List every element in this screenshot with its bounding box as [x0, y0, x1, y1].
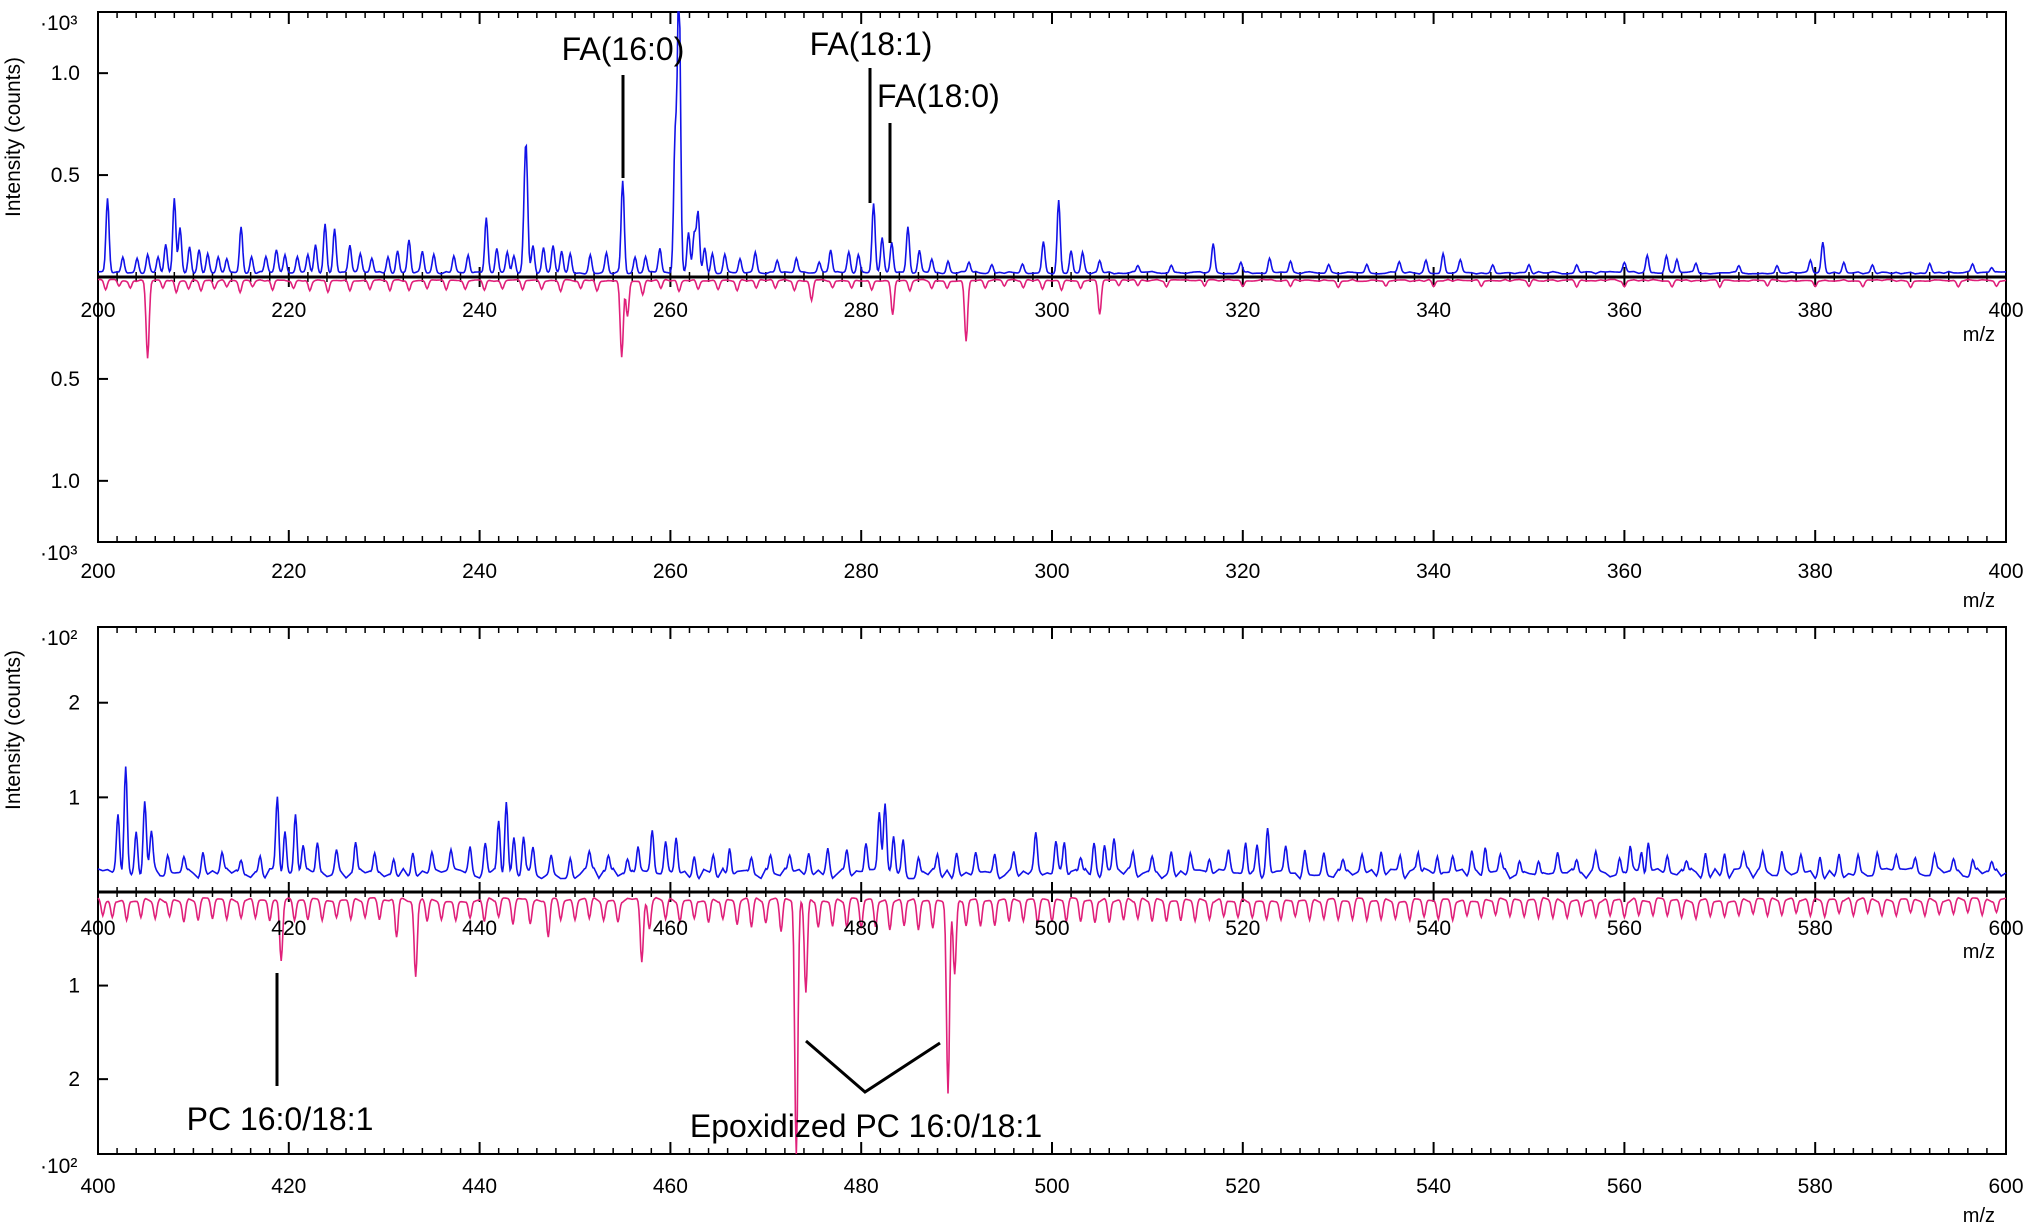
x-tick-label: 460: [653, 1175, 688, 1198]
x-tick-label: 320: [1225, 299, 1260, 322]
x-tick-label: 220: [271, 299, 306, 322]
panel1-y-tick-labels: 0.5 1.0 0.5 1.0: [51, 62, 80, 493]
x-tick-label: 480: [844, 917, 879, 940]
y-tick-label-top: 1: [68, 786, 80, 809]
x-tick-label: 440: [462, 1175, 497, 1198]
y-tick-label-top: 0.5: [51, 164, 80, 187]
x-tick-label: 520: [1225, 1175, 1260, 1198]
panel2-bottom-spectrum-line: [97, 896, 2007, 1155]
panel2-y-tick-labels: 1 2 1 2: [68, 692, 80, 1091]
panel2-mid-x-tick-labels: 400 420 440 460 480 500 520 540 560 580 600: [80, 917, 2023, 940]
x-tick-label: 200: [80, 299, 115, 322]
panel1-yscale-top-label: ·10³: [40, 12, 77, 35]
panel1-mid-x-tick-labels: 200 220 240 260 280 300 320 340 360 380 400: [80, 299, 2023, 322]
x-tick-label: 280: [844, 560, 879, 583]
x-tick-label: 400: [80, 1175, 115, 1198]
panel2-xunit-bottom: m/z: [1963, 1205, 1995, 1227]
x-tick-label: 260: [653, 299, 688, 322]
annotation-epoxidized-bracket: [805, 1039, 941, 1094]
panel2-xunit-mid: m/z: [1963, 941, 1995, 963]
annotation-epoxidized-pc: Epoxidized PC 16:0/18:1: [690, 1108, 1042, 1144]
x-tick-label: 600: [1988, 1175, 2023, 1198]
x-tick-label: 520: [1225, 917, 1260, 940]
x-tick-label: 480: [844, 1175, 879, 1198]
panel-phosphatidylcholines: 400 420 440 460 480 500 520 540 560 580 600 400 420…: [2, 626, 2024, 1227]
panel1-ylabel: Intensity (counts): [2, 57, 25, 217]
x-tick-label: 500: [1034, 1175, 1069, 1198]
y-tick-label-bottom: 0.5: [51, 368, 80, 391]
annotation-fa-18-0: FA(18:0): [877, 78, 1000, 114]
y-tick-label-bottom: 1: [68, 975, 80, 998]
x-tick-label: 600: [1988, 917, 2023, 940]
panel1-top-spectrum-line: [98, 11, 2007, 275]
y-tick-label-bottom: 2: [68, 1068, 80, 1091]
x-tick-label: 400: [80, 917, 115, 940]
x-tick-label: 300: [1034, 560, 1069, 583]
x-tick-label: 380: [1798, 299, 1833, 322]
x-tick-label: 220: [271, 560, 306, 583]
x-tick-label: 360: [1607, 299, 1642, 322]
panel1-xunit-bottom: m/z: [1963, 590, 1995, 612]
panel2-yscale-top-label: ·10²: [40, 627, 77, 650]
panel1-yscale-bottom-label: ·10³: [40, 542, 77, 565]
x-tick-label: 360: [1607, 560, 1642, 583]
panel1-bottom-spectrum-line: [98, 278, 2007, 359]
x-tick-label: 200: [80, 560, 115, 583]
x-tick-label: 500: [1034, 917, 1069, 940]
x-tick-label: 240: [462, 560, 497, 583]
y-tick-label-bottom: 1.0: [51, 470, 80, 493]
x-tick-label: 420: [271, 917, 306, 940]
panel2-ylabel: Intensity (counts): [2, 650, 25, 810]
panel2-top-spectrum-line: [97, 766, 2007, 881]
panel2-bottom-x-tick-labels: 400 420 440 460 480 500 520 540 560 580 600: [80, 1175, 2023, 1198]
x-tick-label: 380: [1798, 560, 1833, 583]
panel-fatty-acids: 200 220 240 260 280 300 320 340 360 380 400 200 220…: [2, 11, 2024, 612]
y-tick-label-top: 2: [68, 692, 80, 715]
x-tick-label: 540: [1416, 1175, 1451, 1198]
x-tick-label: 400: [1988, 560, 2023, 583]
x-tick-label: 460: [653, 917, 688, 940]
x-tick-label: 420: [271, 1175, 306, 1198]
y-tick-label-top: 1.0: [51, 62, 80, 85]
panel1-bottom-x-tick-labels: 200 220 240 260 280 300 320 340 360 380 400: [80, 560, 2023, 583]
x-tick-label: 540: [1416, 917, 1451, 940]
annotation-fa-18-1: FA(18:1): [810, 26, 933, 62]
x-tick-label: 440: [462, 917, 497, 940]
annotation-fa-16-0: FA(16:0): [562, 31, 685, 67]
x-tick-label: 560: [1607, 1175, 1642, 1198]
x-tick-label: 560: [1607, 917, 1642, 940]
panel1-xunit-mid: m/z: [1963, 324, 1995, 346]
x-tick-label: 580: [1798, 917, 1833, 940]
x-tick-label: 580: [1798, 1175, 1833, 1198]
x-tick-label: 400: [1988, 299, 2023, 322]
x-tick-label: 280: [844, 299, 879, 322]
x-tick-label: 260: [653, 560, 688, 583]
x-tick-label: 320: [1225, 560, 1260, 583]
panel2-yscale-bottom-label: ·10²: [40, 1155, 77, 1178]
x-tick-label: 340: [1416, 560, 1451, 583]
x-tick-label: 240: [462, 299, 497, 322]
x-tick-label: 300: [1034, 299, 1069, 322]
x-tick-label: 340: [1416, 299, 1451, 322]
annotation-pc-16-0-18-1: PC 16:0/18:1: [187, 1101, 374, 1137]
